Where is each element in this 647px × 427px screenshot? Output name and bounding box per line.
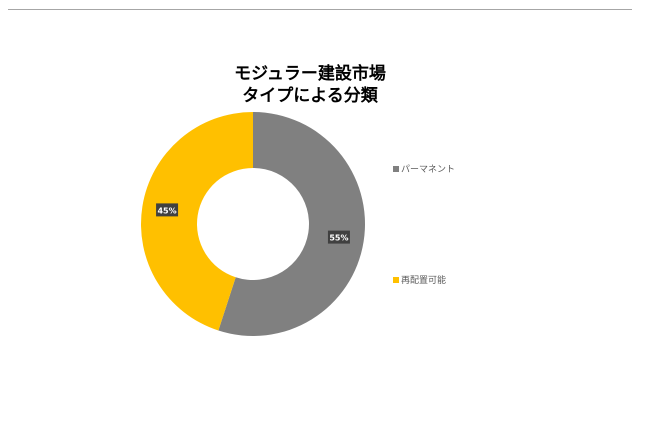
chart-title-line-2: タイプによる分類 [242, 86, 378, 106]
chart-title: モジュラー建設市場 タイプによる分類 [160, 63, 460, 107]
legend-label-permanent: パーマネント [401, 165, 456, 175]
data-label-box [156, 203, 179, 217]
top-divider [8, 9, 632, 10]
data-label-box [327, 230, 350, 244]
chart-title-line-1: モジュラー建設市場 [234, 64, 386, 84]
legend-swatch-relocatable [393, 277, 399, 283]
data-label-relocatable: 45% [156, 203, 179, 217]
slice-relocatable [140, 112, 253, 331]
legend-item-permanent: パーマネント [393, 162, 455, 175]
data-label-permanent: 55% [327, 230, 350, 244]
slice-permanent [218, 112, 365, 336]
legend-label-relocatable: 再配置可能 [401, 276, 447, 286]
data-label-text: 55% [329, 234, 348, 243]
legend-swatch-permanent [393, 166, 399, 172]
legend-item-relocatable: 再配置可能 [393, 273, 446, 286]
data-label-text: 45% [157, 206, 176, 215]
